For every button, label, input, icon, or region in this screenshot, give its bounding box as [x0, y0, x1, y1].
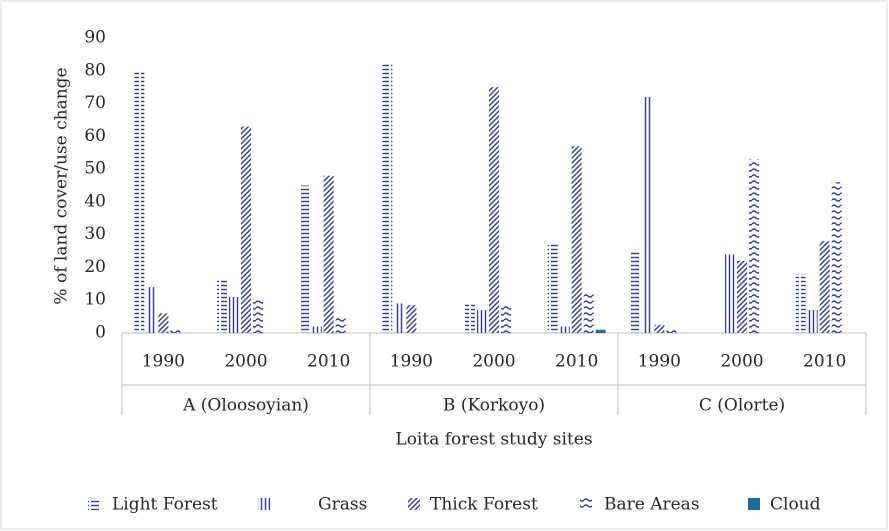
y-tick-label: 60: [84, 126, 106, 146]
bar: [725, 254, 735, 333]
y-tick-label: 20: [84, 257, 106, 277]
bar: [583, 293, 594, 333]
bar: [134, 70, 145, 334]
y-tick-label: 30: [84, 224, 106, 244]
bar: [217, 280, 227, 333]
x-axis-title: Loita forest study sites: [395, 430, 592, 450]
y-tick-label: 70: [84, 93, 106, 113]
legend-swatch: [408, 498, 420, 510]
bar: [253, 300, 263, 333]
legend-swatch: [748, 498, 760, 510]
bar: [382, 64, 393, 333]
x-tick-label: 2010: [803, 352, 846, 372]
bar: [559, 326, 570, 333]
bar: [642, 97, 653, 333]
bar: [666, 329, 677, 333]
bar: [323, 175, 334, 333]
bar: [406, 305, 417, 333]
bar: [335, 316, 346, 333]
bar: [229, 296, 239, 333]
y-tick-label: 0: [95, 323, 106, 343]
bar: [819, 241, 830, 333]
x-tick-label: 2010: [307, 352, 350, 372]
bar: [571, 146, 582, 333]
legend-label: Light Forest: [112, 495, 218, 515]
legend-label: Cloud: [770, 495, 821, 515]
legend-swatch: [580, 498, 592, 510]
x-tick-label: 2010: [555, 352, 598, 372]
y-tick-label: 90: [84, 28, 106, 48]
bar: [465, 303, 475, 333]
bar: [595, 329, 606, 333]
x-tick-label: 1990: [638, 352, 681, 372]
y-tick-label: 80: [84, 60, 106, 80]
group-label: B (Korkoyo): [443, 396, 545, 416]
y-tick-label: 40: [84, 191, 106, 211]
legend-swatch: [258, 498, 270, 510]
bar: [489, 87, 499, 334]
bar: [547, 244, 558, 333]
legend-swatch: [88, 498, 100, 510]
bar: [170, 329, 181, 333]
bar: [241, 126, 251, 333]
bar: [501, 305, 511, 333]
legend-label: Bare Areas: [604, 495, 700, 515]
bar: [158, 313, 169, 333]
bar: [630, 251, 641, 333]
bar: [795, 274, 806, 333]
x-tick-label: 1990: [142, 352, 185, 372]
legend-label: Thick Forest: [430, 495, 538, 515]
bar: [654, 324, 665, 333]
bar: [831, 182, 842, 333]
group-label: C (Olorte): [699, 396, 785, 416]
x-tick-label: 2000: [720, 352, 763, 372]
x-tick-label: 2000: [472, 352, 515, 372]
y-axis-title: % of land cover/use change: [52, 67, 72, 304]
bar: [749, 159, 759, 333]
x-tick-label: 2000: [224, 352, 267, 372]
bar: [477, 310, 487, 333]
bar: [394, 303, 405, 333]
y-tick-label: 10: [84, 290, 106, 310]
bar: [807, 310, 818, 333]
legend-label: Grass: [318, 495, 367, 515]
x-tick-label: 1990: [390, 352, 433, 372]
y-tick-label: 50: [84, 159, 106, 179]
group-label: A (Oloosoyian): [182, 396, 309, 416]
bar: [146, 287, 157, 333]
bar: [299, 185, 310, 333]
bar: [737, 260, 747, 333]
bar: [311, 326, 322, 333]
